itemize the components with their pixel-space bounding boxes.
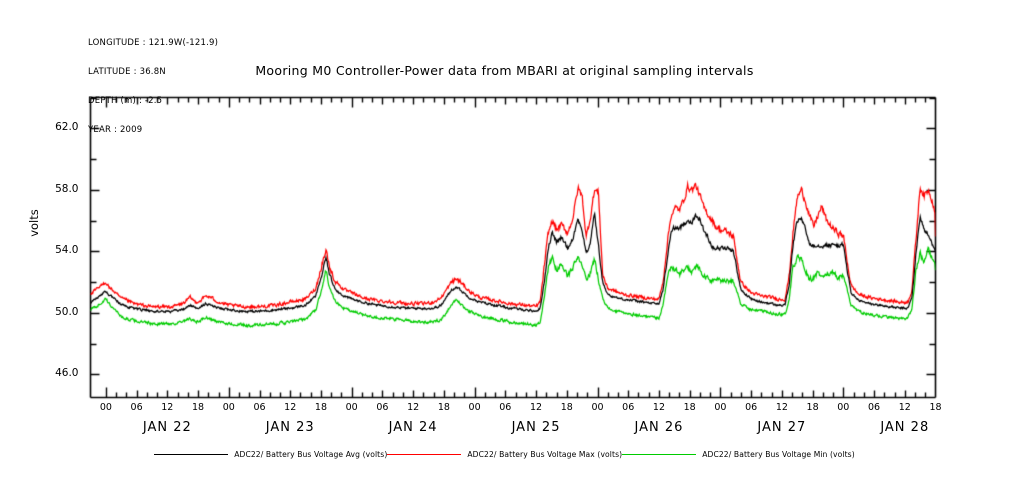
x-axis-hour-label: 12: [652, 401, 665, 413]
x-axis-hour-label: 12: [529, 401, 543, 413]
x-axis-hour-label: 18: [683, 401, 696, 413]
legend-color-swatch: [387, 454, 462, 455]
y-axis-tick-label: 58.0: [55, 182, 79, 195]
x-axis-hour-label: 12: [161, 401, 174, 413]
x-axis-hour-label: 12: [407, 401, 420, 413]
x-axis-hour-label: 18: [191, 401, 205, 413]
x-axis-hour-label: 06: [253, 401, 266, 413]
x-axis-hour-label: 06: [499, 401, 512, 413]
legend-label: ADC22/ Battery Bus Voltage Min (volts): [702, 450, 855, 459]
x-axis-hour-label: 06: [867, 401, 881, 413]
x-axis-hour-label: 18: [314, 401, 327, 413]
x-axis-hour-label: 18: [929, 401, 942, 413]
chart-legend: ADC22/ Battery Bus Voltage Avg (volts) AD…: [0, 450, 1009, 459]
y-axis-tick-label: 50.0: [55, 305, 79, 318]
legend-entry: ADC22/ Battery Bus Voltage Min (volts): [622, 450, 855, 459]
legend-color-swatch: [154, 454, 229, 455]
legend-entry: ADC22/ Battery Bus Voltage Max (volts): [387, 450, 622, 459]
x-axis-hour-label: 18: [560, 401, 573, 413]
x-axis-hour-label: 00: [837, 401, 850, 413]
y-axis-tick-label: 54.0: [55, 244, 79, 257]
x-axis-day-label: JAN 24: [388, 419, 438, 435]
x-axis-hour-label: 06: [745, 401, 758, 413]
x-axis-day-label: JAN 26: [634, 419, 684, 435]
y-axis-tick-label: 62.0: [55, 121, 79, 134]
y-axis-tick-label: 46.0: [55, 367, 79, 380]
legend-color-swatch: [622, 454, 697, 455]
x-axis-day-label: JAN 28: [880, 419, 930, 435]
legend-entry: ADC22/ Battery Bus Voltage Avg (volts): [154, 450, 387, 459]
x-axis-hour-label: 06: [376, 401, 389, 413]
x-axis-day-label: JAN 23: [265, 419, 315, 435]
x-axis-hour-label: 06: [622, 401, 635, 413]
x-axis-hour-label: 00: [345, 401, 358, 413]
x-axis-day-label: JAN 25: [511, 419, 561, 435]
x-axis-hour-label: 18: [806, 401, 819, 413]
x-axis-hour-label: 00: [591, 401, 604, 413]
x-axis-hour-label: 00: [99, 401, 112, 413]
x-axis-hour-label: 00: [222, 401, 235, 413]
x-axis-hour-label: 00: [468, 401, 481, 413]
x-axis-hour-label: 12: [284, 401, 297, 413]
x-axis-hour-label: 06: [130, 401, 143, 413]
legend-label: ADC22/ Battery Bus Voltage Avg (volts): [234, 450, 388, 459]
x-axis-hour-label: 00: [714, 401, 727, 413]
x-axis-day-label: JAN 22: [142, 419, 192, 435]
x-axis-hour-label: 12: [898, 401, 911, 413]
x-axis-hour-label: 12: [775, 401, 788, 413]
legend-label: ADC22/ Battery Bus Voltage Max (volts): [467, 450, 623, 459]
x-axis-day-label: JAN 27: [757, 419, 807, 435]
x-axis-hour-label: 18: [437, 401, 450, 413]
